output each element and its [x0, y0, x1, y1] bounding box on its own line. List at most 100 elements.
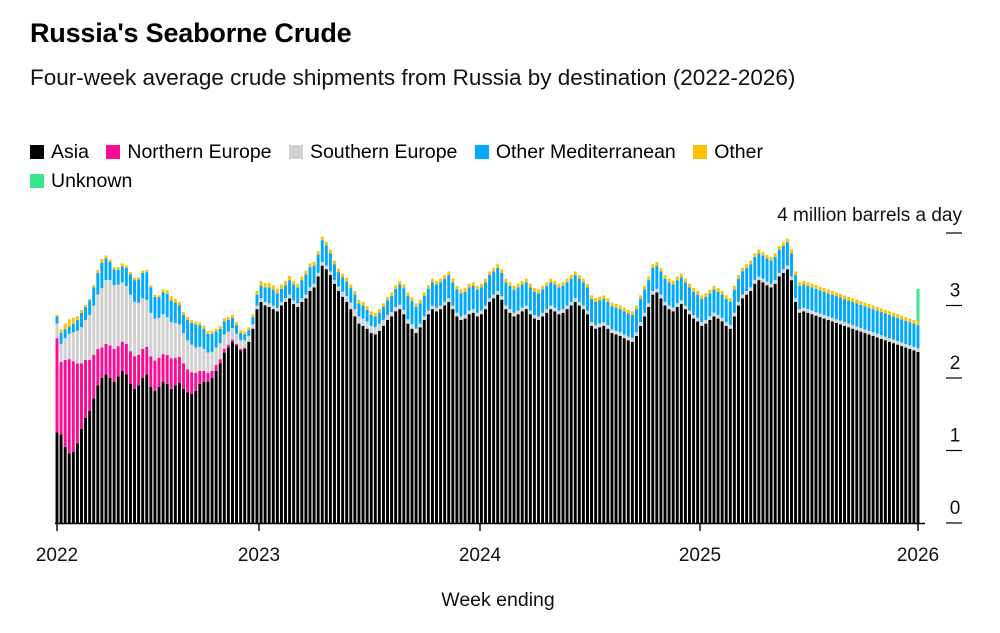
bar-segment-southern-europe [512, 312, 516, 317]
bar-segment-asia [728, 328, 732, 523]
bar-segment-other-mediterranean [128, 274, 132, 295]
bar-segment-other [202, 325, 206, 329]
bar-segment-other [618, 305, 622, 310]
bar-segment-northern-europe [165, 354, 169, 384]
bar-segment-southern-europe [806, 309, 810, 313]
bar-segment-other [671, 280, 675, 285]
bar-segment-southern-europe [634, 332, 638, 336]
bar-segment-other [67, 319, 71, 327]
bar-segment-northern-europe [222, 349, 226, 353]
bar-segment-asia [320, 265, 324, 524]
bar-segment-other [896, 314, 900, 318]
bar-segment-other-mediterranean [169, 300, 173, 323]
bar-segment-southern-europe [692, 314, 696, 319]
bar-segment-southern-europe [863, 329, 867, 334]
bar-segment-southern-europe [104, 280, 108, 344]
bar-segment-other [488, 271, 492, 276]
bar-segment-other-mediterranean [471, 285, 475, 310]
bar-segment-other-mediterranean [443, 278, 447, 302]
bar-segment-southern-europe [700, 322, 704, 326]
bar-segment-other-mediterranean [843, 298, 847, 323]
bar-segment-other-mediterranean [247, 330, 251, 336]
bar-segment-other-mediterranean [239, 333, 243, 341]
bar-segment-other-mediterranean [814, 288, 818, 313]
bar-segment-other [524, 278, 528, 283]
bar-segment-asia [333, 283, 336, 523]
bar-segment-other-mediterranean [410, 301, 414, 325]
bar-segment-other [447, 271, 451, 276]
chart-title: Russia's Seaborne Crude [30, 18, 352, 48]
bar-segment-southern-europe [855, 326, 859, 331]
bar-segment-other-mediterranean [798, 285, 802, 310]
bar-segment-other-mediterranean [251, 317, 255, 325]
bar-segment-other [247, 327, 251, 331]
bar-segment-other-mediterranean [647, 280, 651, 304]
bar-segment-asia [255, 309, 259, 524]
bar-segment-other [239, 330, 243, 334]
bar-segment-southern-europe [426, 310, 430, 315]
bar-segment-asia [157, 386, 161, 523]
bar-segment-other-mediterranean [381, 306, 385, 320]
bar-segment-other-mediterranean [851, 301, 855, 326]
bar-segment-southern-europe [377, 323, 381, 331]
bar-segment-other [904, 317, 908, 321]
bar-segment-asia [688, 314, 691, 523]
bar-segment-southern-europe [586, 310, 589, 315]
bar-segment-other-mediterranean [120, 266, 124, 283]
bar-segment-other [406, 292, 410, 297]
bar-segment-southern-europe [182, 333, 185, 364]
bar-segment-northern-europe [243, 347, 247, 349]
bar-segment-asia [390, 316, 394, 524]
bar-segment-asia [377, 330, 381, 524]
bar-segment-other [500, 269, 504, 273]
bar-segment-asia [459, 320, 463, 523]
bar-segment-asia [541, 316, 545, 524]
bar-segment-asia [790, 280, 793, 524]
bar-segment-asia [806, 312, 810, 523]
bar-segment-other [492, 267, 496, 272]
bar-segment-other [410, 297, 414, 302]
bar-segment-other [141, 270, 145, 273]
bar-segment-asia [402, 314, 406, 523]
bar-segment-southern-europe [288, 294, 292, 299]
bar-segment-southern-europe [247, 335, 251, 342]
bar-segment-other-mediterranean [634, 309, 638, 333]
bar-segment-other-mediterranean [104, 258, 108, 281]
bar-segment-other-mediterranean [618, 309, 622, 333]
bar-segment-other [418, 299, 422, 304]
bar-segment-other [847, 296, 851, 301]
bar-segment-asia [659, 298, 663, 523]
bar-segment-southern-europe [573, 298, 577, 302]
bar-segment-asia [532, 318, 536, 523]
bar-segment-other-mediterranean [692, 291, 696, 315]
bar-segment-other-mediterranean [141, 272, 145, 299]
bar-segment-southern-europe [365, 321, 369, 329]
bar-segment-southern-europe [769, 283, 773, 288]
bar-segment-other-mediterranean [328, 253, 332, 272]
bar-segment-asia [88, 410, 92, 524]
bar-segment-asia [235, 345, 239, 524]
bar-segment-northern-europe [71, 361, 75, 452]
bar-segment-northern-europe [231, 339, 234, 342]
bar-segment-asia [822, 318, 826, 523]
bar-segment-asia [598, 327, 602, 523]
bar-segment-other [598, 296, 602, 301]
bar-segment-southern-europe [479, 310, 483, 315]
bar-segment-northern-europe [214, 364, 218, 371]
bar-segment-asia [671, 311, 675, 523]
bar-segment-other [753, 253, 757, 257]
bar-segment-unknown [916, 288, 920, 322]
bar-segment-other [226, 317, 230, 320]
bar-segment-asia [275, 311, 279, 523]
bar-segment-other-mediterranean [720, 294, 724, 318]
bar-segment-other [622, 307, 626, 312]
bar-segment-other [879, 308, 883, 313]
bar-segment-other-mediterranean [822, 291, 826, 315]
bar-segment-asia [243, 349, 247, 523]
bar-segment-other-mediterranean [149, 287, 153, 313]
bar-segment-other-mediterranean [839, 297, 842, 321]
bar-segment-asia [492, 298, 496, 523]
bar-segment-asia [553, 311, 557, 523]
bar-segment-other-mediterranean [826, 293, 830, 317]
bar-segment-other [390, 292, 394, 297]
